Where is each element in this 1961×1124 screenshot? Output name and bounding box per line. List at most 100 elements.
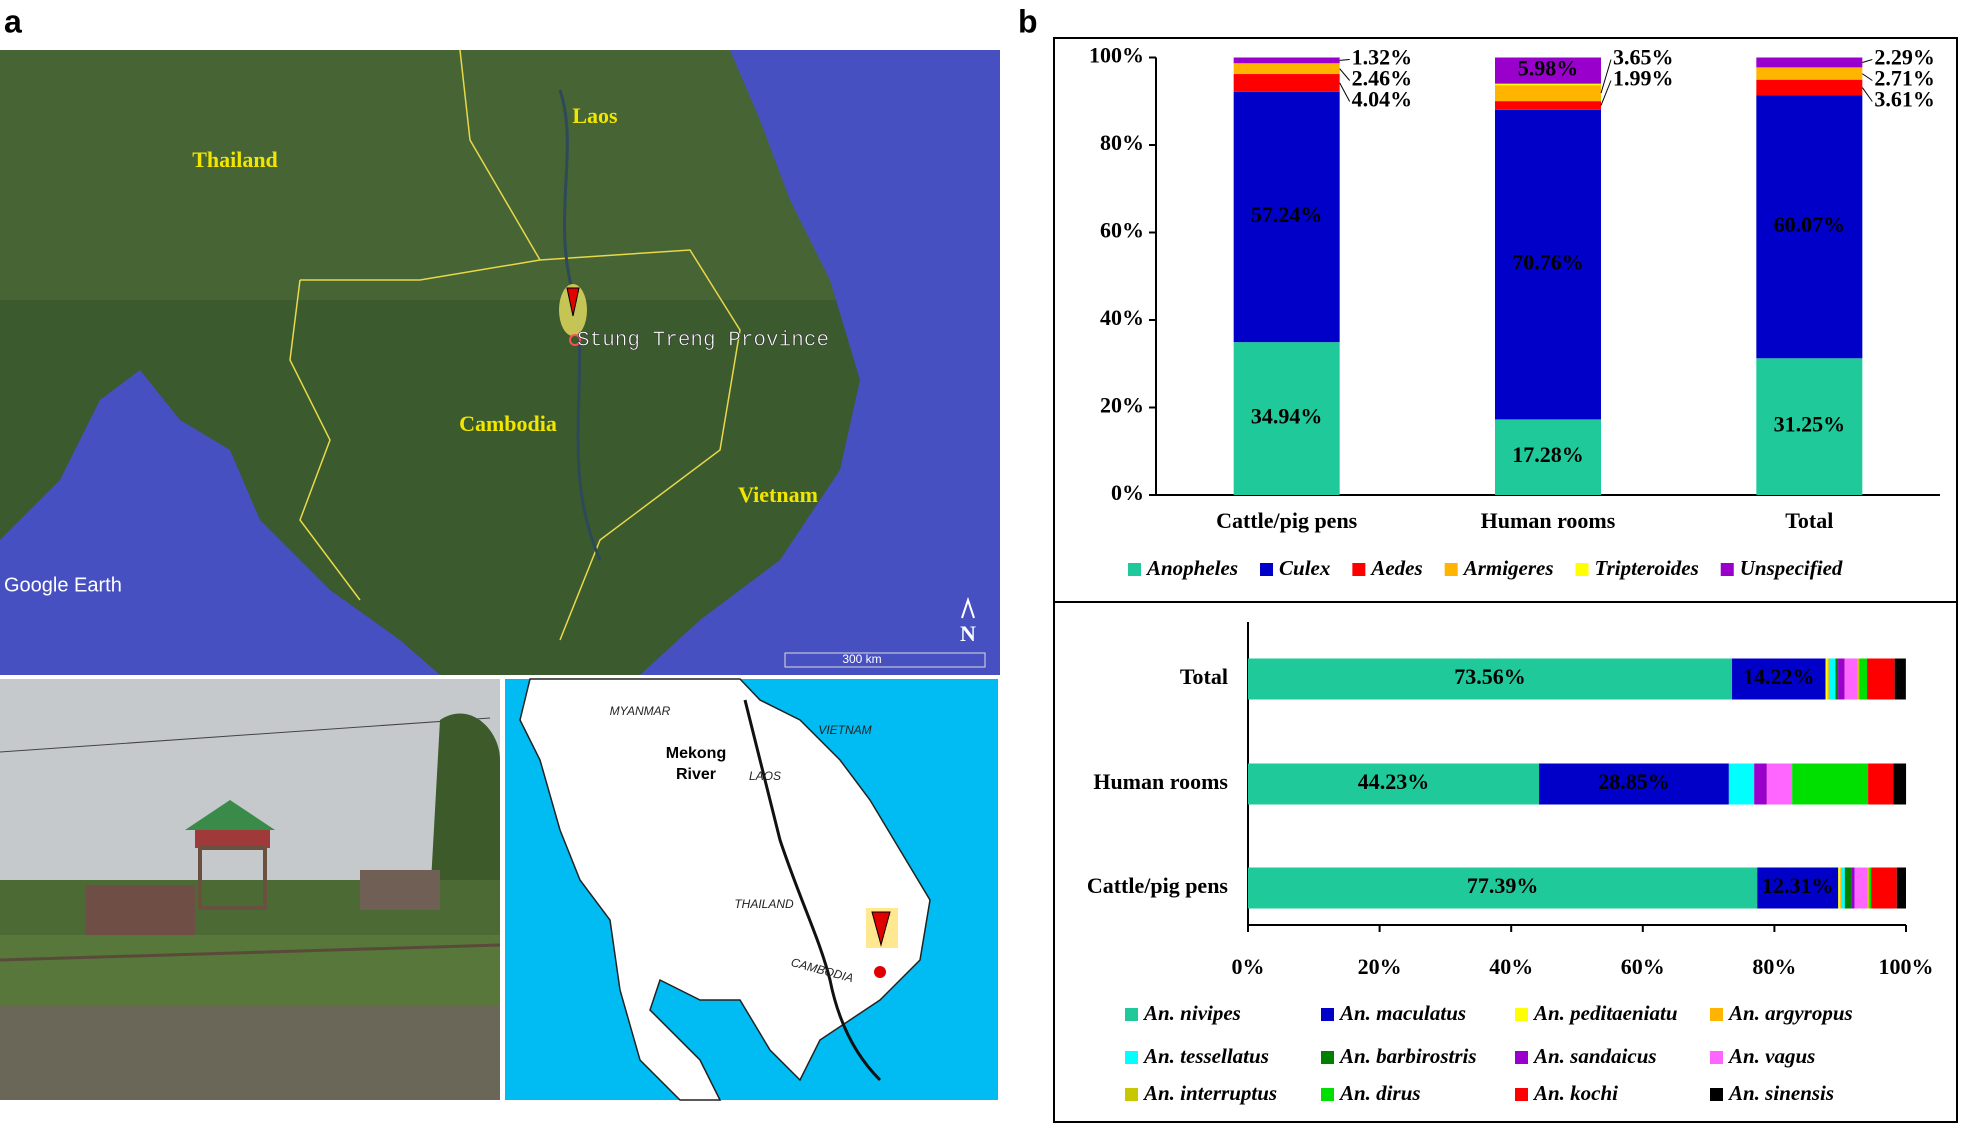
bar-segment [1495, 101, 1601, 110]
y-tick-label: 40% [1100, 305, 1144, 330]
bar-segment [1838, 658, 1845, 700]
x-tick-label: 80% [1752, 954, 1796, 979]
bar-segment [1233, 91, 1340, 343]
leader-line [1600, 59, 1612, 94]
y-tick-label: 20% [1100, 393, 1144, 418]
country-label: THAILAND [734, 897, 794, 911]
bar-segment [1871, 867, 1897, 909]
fence [0, 943, 501, 962]
legend-label: Culex [1279, 556, 1330, 580]
country-label: LAOS [749, 769, 781, 783]
panel-label: a [4, 3, 22, 39]
leader-line [1600, 80, 1612, 106]
country-label: Laos [572, 103, 618, 128]
y-tick-label: 80% [1100, 130, 1144, 155]
legend-label: An. vagus [1727, 1044, 1815, 1068]
river-label: Mekong [666, 745, 726, 762]
bar-segment [1766, 763, 1793, 805]
legend-swatch [1125, 1008, 1138, 1021]
legend-swatch [1515, 1008, 1528, 1021]
legend-label: An. sandaicus [1532, 1044, 1657, 1068]
value-label: 1.99% [1613, 66, 1674, 91]
grass [0, 935, 500, 1005]
bar-segment [1495, 109, 1601, 420]
bar-segment [1756, 358, 1863, 495]
value-label: 3.65% [1613, 45, 1674, 70]
bar-segment [1828, 658, 1836, 700]
legend-label: An. nivipes [1142, 1001, 1241, 1025]
value-label: 5.98% [1518, 56, 1579, 81]
legend-label: An. barbirostris [1338, 1044, 1477, 1068]
bar-segment [1248, 658, 1733, 700]
legend-swatch [1710, 1008, 1723, 1021]
legend-swatch [1321, 1051, 1334, 1064]
legend-label: Armigeres [1462, 556, 1554, 580]
legend-label: An. dirus [1338, 1081, 1421, 1105]
x-tick-label: 0% [1232, 954, 1265, 979]
value-label: 4.04% [1352, 87, 1413, 112]
x-tick-label: 60% [1621, 954, 1665, 979]
site-marker [871, 911, 891, 947]
bar-segment [1840, 867, 1842, 909]
border [459, 49, 741, 641]
bar-segment [1495, 419, 1601, 495]
bar-segment [1844, 867, 1852, 909]
value-label: 44.23% [1358, 769, 1430, 794]
legend-label: An. tessellatus [1142, 1044, 1269, 1068]
site-photo [0, 679, 501, 1100]
bar-segment [1838, 867, 1841, 909]
legend-label: An. maculatus [1338, 1001, 1466, 1025]
y-tick-label: Human rooms [1093, 769, 1228, 794]
bar-segment [1728, 763, 1755, 805]
house [85, 885, 195, 935]
value-label: 77.39% [1467, 873, 1539, 898]
legend-label: Anopheles [1145, 556, 1238, 580]
leader-line [1339, 68, 1351, 81]
satellite-map: Thailand Laos Cambodia Vietnam Stung Tre… [0, 49, 1000, 675]
x-tick-label: Human rooms [1481, 508, 1616, 533]
mekong [743, 699, 882, 1082]
house [360, 870, 440, 910]
y-tick-label: 0% [1111, 480, 1144, 505]
power-line [0, 717, 491, 753]
y-tick-label: Cattle/pig pens [1087, 873, 1229, 898]
legend-label: An. sinensis [1727, 1081, 1834, 1105]
bar-segment [1233, 57, 1340, 64]
leader-line [1862, 73, 1873, 81]
value-label: 31.25% [1774, 412, 1846, 437]
legend-swatch [1720, 563, 1734, 576]
legend-label: Unspecified [1740, 556, 1843, 580]
roof-band [195, 830, 270, 848]
x-tick-label: 100% [1879, 954, 1934, 979]
inset-map: MYANMAR VIETNAM LAOS THAILAND CAMBODIA M… [505, 678, 998, 1101]
tree [430, 713, 500, 900]
value-label: 2.46% [1352, 66, 1413, 91]
legend-swatch [1260, 563, 1274, 576]
bar-segment [1869, 867, 1872, 909]
legend-label: An. argyropus [1727, 1001, 1853, 1025]
bar-segment [1857, 658, 1860, 700]
legend-swatch [1125, 1088, 1138, 1101]
bar-segment [1835, 658, 1839, 700]
leader-line [1339, 82, 1351, 102]
legend-swatch [1321, 1008, 1334, 1021]
bar-segment [1841, 867, 1845, 909]
brand: Google Earth [4, 574, 122, 596]
bar-segment [1894, 658, 1906, 700]
bar-segment [1756, 57, 1863, 68]
value-label: 2.71% [1874, 66, 1935, 91]
leader-line [1339, 59, 1350, 61]
bar-segment [1732, 658, 1826, 700]
panel-label: b [1018, 3, 1038, 39]
y-tick-label: Total [1180, 664, 1228, 689]
value-label: 28.85% [1598, 769, 1670, 794]
panel-frame [1053, 601, 1958, 1123]
bar-segment [1495, 57, 1601, 84]
x-tick-label: 20% [1358, 954, 1402, 979]
y-tick-label: 60% [1100, 218, 1144, 243]
legend-swatch [1321, 1088, 1334, 1101]
bar-segment [1233, 74, 1340, 92]
site-label: Stung Treng Province [577, 330, 829, 353]
north-arrow: N [960, 621, 976, 646]
legend-swatch [1710, 1051, 1723, 1064]
